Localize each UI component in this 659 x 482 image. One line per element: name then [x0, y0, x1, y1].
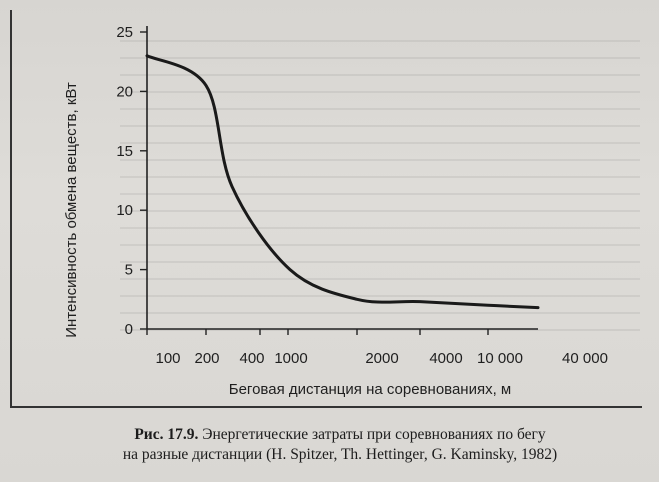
data-point — [231, 185, 233, 187]
axes — [146, 26, 538, 330]
data-point — [419, 301, 421, 303]
caption-figure-label: Рис. 17.9. — [134, 426, 199, 443]
series — [145, 54, 540, 310]
y-tick-label: 10 — [116, 202, 133, 219]
y-tick-label: 0 — [125, 321, 133, 338]
data-point — [356, 298, 358, 300]
x-tick-label: 40 000 — [562, 350, 608, 367]
x-tick-label: 1000 — [274, 350, 307, 367]
ticks: 0 5 10 15 20 25 100 200 400 1000 2000 4000 10 000 40 … — [116, 24, 608, 367]
data-point — [146, 55, 148, 57]
y-tick-label: 25 — [116, 24, 133, 41]
series-line — [145, 54, 540, 310]
y-tick-label: 5 — [125, 262, 133, 279]
chart: Интенсивность обмена веществ, кВт Бегова… — [63, 24, 608, 398]
x-tick-label: 2000 — [365, 350, 398, 367]
x-tick-label: 4000 — [429, 350, 462, 367]
y-axis-label: Интенсивность обмена веществ, кВт — [63, 82, 80, 338]
caption-text-line2: на разные дистанции (H. Spitzer, Th. Het… — [122, 446, 558, 463]
caption-text-line1: Энергетические затраты при соревнованиях… — [202, 426, 546, 443]
bleed-through-texture — [120, 40, 640, 340]
data-point — [487, 304, 489, 306]
x-tick-label: 100 — [155, 350, 180, 367]
data-point — [205, 84, 207, 86]
y-tick-label: 15 — [116, 143, 133, 160]
page-frame — [10, 10, 642, 408]
x-tick-label: 400 — [239, 350, 264, 367]
data-point — [537, 307, 539, 309]
figure-caption: Рис. 17.9. Энергетические затраты при со… — [60, 425, 620, 465]
data-point — [289, 269, 291, 271]
y-tick-label: 20 — [116, 83, 133, 100]
x-tick-label: 200 — [194, 350, 219, 367]
x-tick-label: 10 000 — [477, 350, 523, 367]
x-axis-label: Беговая дистанция на соревнованиях, м — [229, 381, 511, 398]
